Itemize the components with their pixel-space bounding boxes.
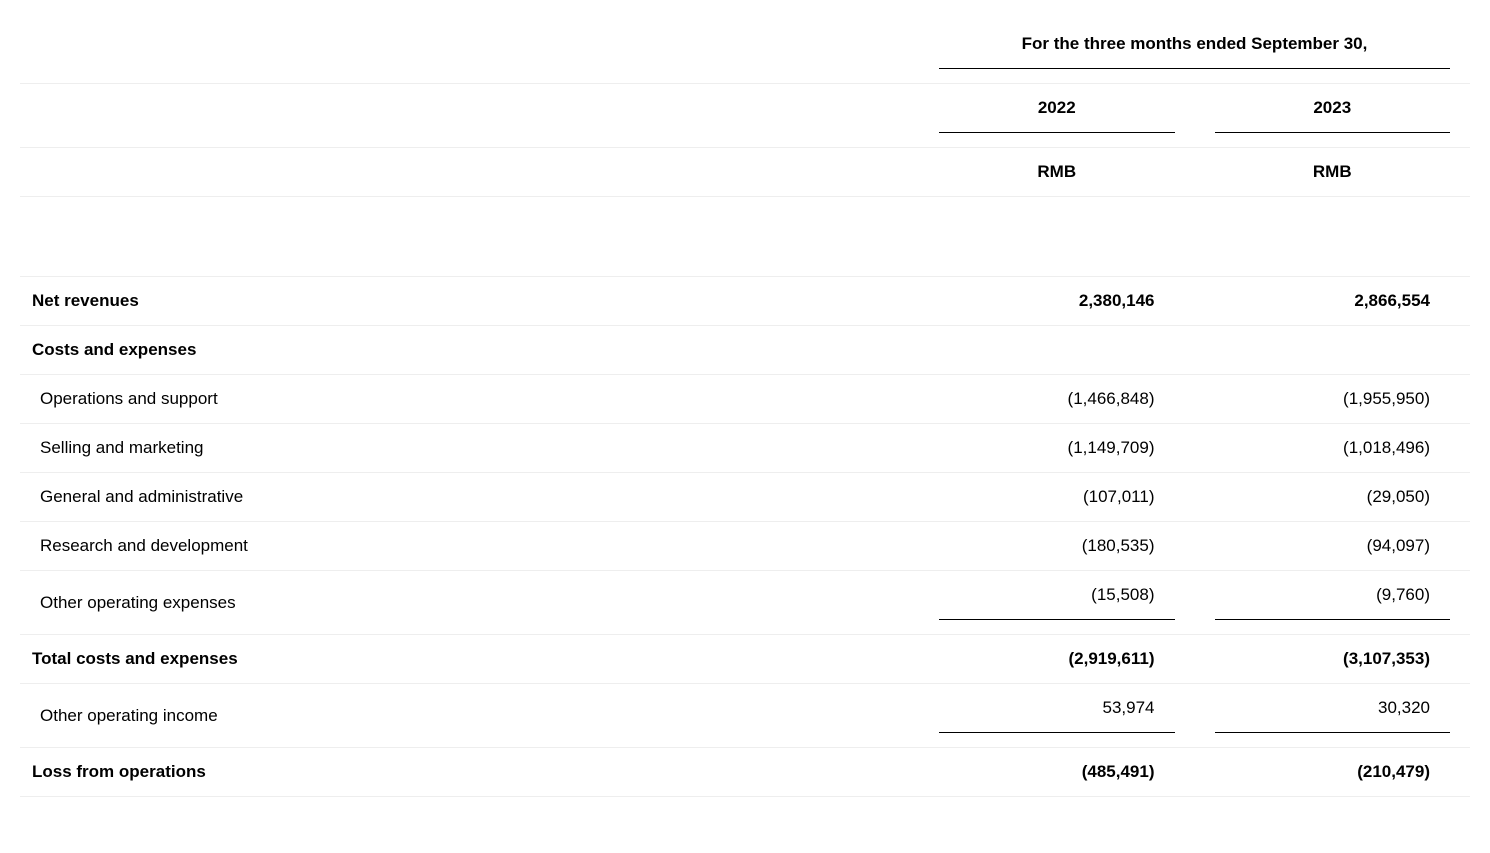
row-selling-marketing: Selling and marketing (1,149,709) (1,018… <box>20 424 1470 473</box>
empty-cell <box>919 326 1195 375</box>
val-other-op-income-2023: 30,320 <box>1215 698 1451 733</box>
val-general-admin-2023: (29,050) <box>1195 473 1471 522</box>
val-loss-from-ops-2023: (210,479) <box>1195 748 1471 797</box>
val-selling-marketing-2022: (1,149,709) <box>919 424 1195 473</box>
val-total-costs-2022: (2,919,611) <box>919 635 1195 684</box>
val-net-revenues-2023: 2,866,554 <box>1195 277 1471 326</box>
val-other-op-income-2022: 53,974 <box>939 698 1175 733</box>
val-net-revenues-2022: 2,380,146 <box>919 277 1195 326</box>
row-costs-header: Costs and expenses <box>20 326 1470 375</box>
val-general-admin-2022: (107,011) <box>919 473 1195 522</box>
empty-cell <box>919 197 1195 277</box>
val-loss-from-ops-2022: (485,491) <box>919 748 1195 797</box>
val-other-op-income-2022-wrap: 53,974 <box>919 684 1195 748</box>
val-other-op-exp-2023: (9,760) <box>1215 585 1451 620</box>
financial-table: For the three months ended September 30,… <box>20 20 1470 797</box>
row-total-costs: Total costs and expenses (2,919,611) (3,… <box>20 635 1470 684</box>
row-loss-from-ops: Loss from operations (485,491) (210,479) <box>20 748 1470 797</box>
val-other-op-exp-2022-wrap: (15,508) <box>919 571 1195 635</box>
label-other-op-income: Other operating income <box>20 684 919 748</box>
row-r-and-d: Research and development (180,535) (94,0… <box>20 522 1470 571</box>
val-r-and-d-2022: (180,535) <box>919 522 1195 571</box>
empty-cell <box>1195 326 1471 375</box>
empty-cell <box>1195 197 1471 277</box>
empty-cell <box>20 148 919 197</box>
empty-cell <box>20 197 919 277</box>
year-2023-cell: 2023 <box>1195 84 1471 148</box>
val-other-op-exp-2022: (15,508) <box>939 585 1175 620</box>
label-other-op-exp: Other operating expenses <box>20 571 919 635</box>
val-selling-marketing-2023: (1,018,496) <box>1195 424 1471 473</box>
financial-table-container: For the three months ended September 30,… <box>20 20 1470 797</box>
period-header-cell: For the three months ended September 30, <box>919 20 1470 84</box>
row-general-admin: General and administrative (107,011) (29… <box>20 473 1470 522</box>
label-selling-marketing: Selling and marketing <box>20 424 919 473</box>
val-other-op-income-2023-wrap: 30,320 <box>1195 684 1471 748</box>
row-other-op-exp: Other operating expenses (15,508) (9,760… <box>20 571 1470 635</box>
currency-2022: RMB <box>919 148 1195 197</box>
year-2022-text: 2022 <box>939 98 1175 133</box>
label-total-costs: Total costs and expenses <box>20 635 919 684</box>
period-header-row: For the three months ended September 30, <box>20 20 1470 84</box>
currency-header-row: RMB RMB <box>20 148 1470 197</box>
val-other-op-exp-2023-wrap: (9,760) <box>1195 571 1471 635</box>
val-ops-support-2022: (1,466,848) <box>919 375 1195 424</box>
row-other-op-income: Other operating income 53,974 30,320 <box>20 684 1470 748</box>
row-net-revenues: Net revenues 2,380,146 2,866,554 <box>20 277 1470 326</box>
label-general-admin: General and administrative <box>20 473 919 522</box>
empty-cell <box>20 84 919 148</box>
empty-cell <box>20 20 919 84</box>
label-costs-header: Costs and expenses <box>20 326 919 375</box>
label-r-and-d: Research and development <box>20 522 919 571</box>
label-loss-from-ops: Loss from operations <box>20 748 919 797</box>
currency-2023: RMB <box>1195 148 1471 197</box>
year-2022-cell: 2022 <box>919 84 1195 148</box>
label-ops-support: Operations and support <box>20 375 919 424</box>
val-ops-support-2023: (1,955,950) <box>1195 375 1471 424</box>
period-header-text: For the three months ended September 30, <box>939 34 1450 69</box>
val-r-and-d-2023: (94,097) <box>1195 522 1471 571</box>
row-ops-support: Operations and support (1,466,848) (1,95… <box>20 375 1470 424</box>
label-net-revenues: Net revenues <box>20 277 919 326</box>
table-body: For the three months ended September 30,… <box>20 20 1470 797</box>
spacer-row <box>20 197 1470 277</box>
year-2023-text: 2023 <box>1215 98 1451 133</box>
year-header-row: 2022 2023 <box>20 84 1470 148</box>
val-total-costs-2023: (3,107,353) <box>1195 635 1471 684</box>
